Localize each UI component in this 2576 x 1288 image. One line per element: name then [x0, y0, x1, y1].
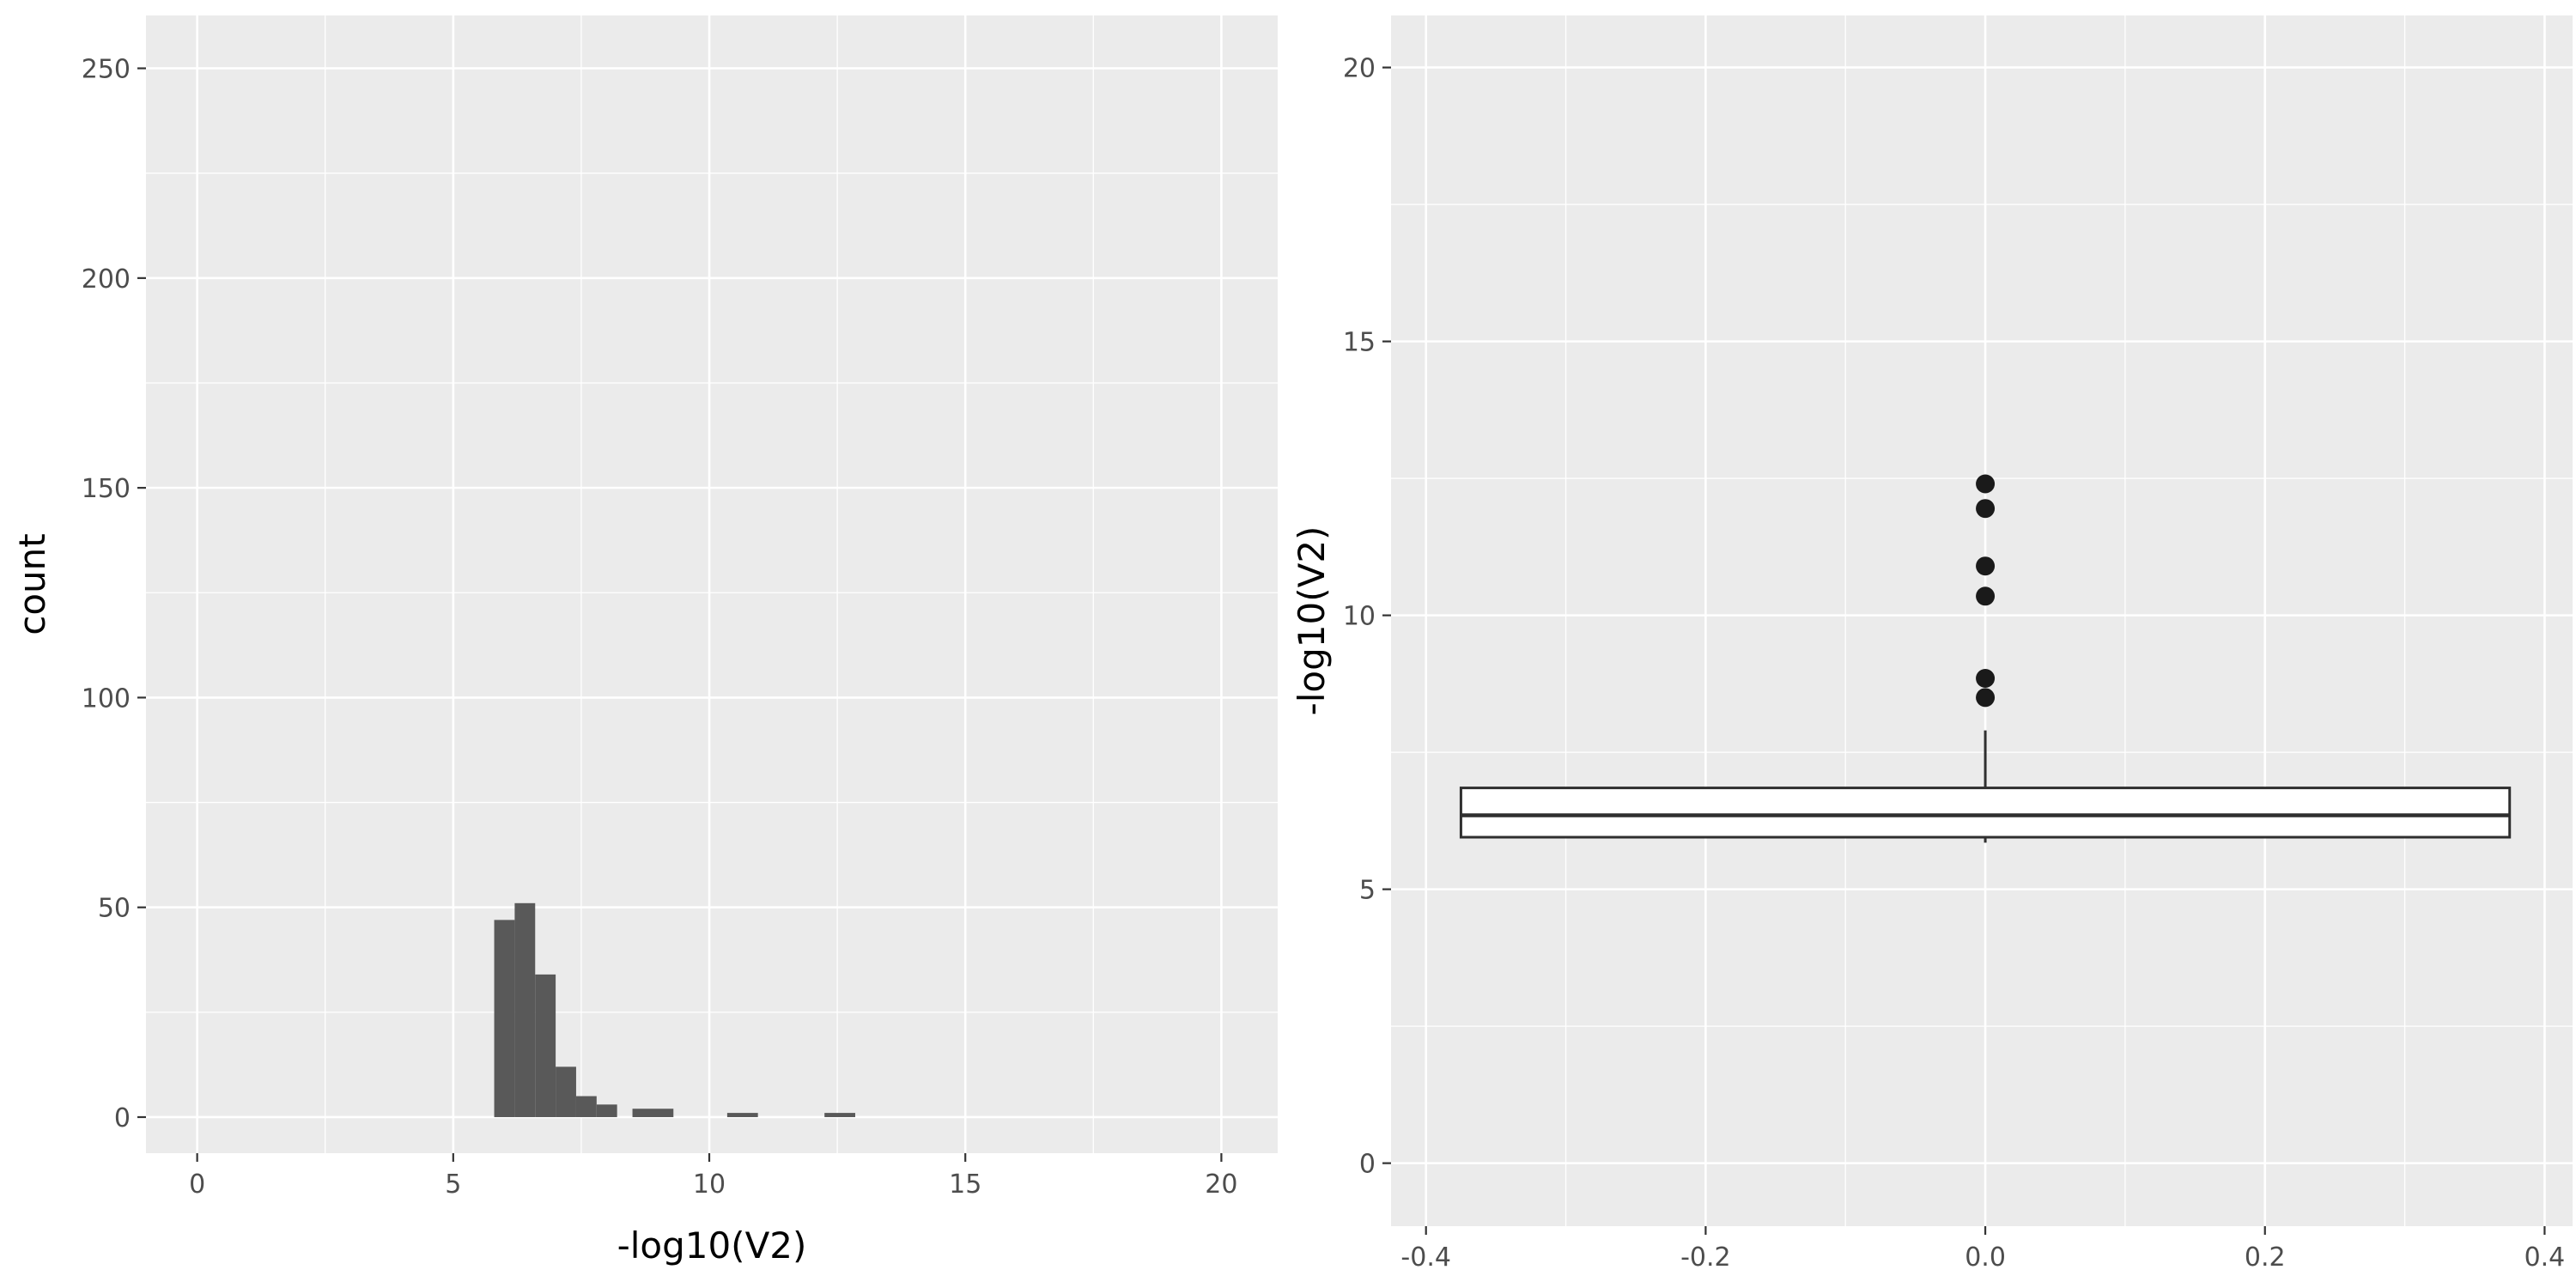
- x-tick-label: 0: [189, 1170, 205, 1200]
- y-tick-label: 20: [1343, 54, 1376, 84]
- plot-panel: [146, 15, 1278, 1153]
- y-tick-label: 200: [82, 264, 131, 295]
- y-tick-label: 5: [1359, 876, 1376, 906]
- histogram-bar: [494, 920, 515, 1117]
- x-tick-label: 0.0: [1965, 1242, 2006, 1273]
- y-tick-label: 100: [82, 683, 131, 714]
- y-axis-title: -log10(V2): [1291, 526, 1333, 716]
- histogram-bar: [514, 902, 536, 1117]
- outlier-point: [1976, 668, 1996, 688]
- y-tick-label: 150: [82, 474, 131, 504]
- y-tick-label: 15: [1343, 328, 1376, 358]
- box: [1459, 787, 2512, 839]
- y-tick-label: 0: [1359, 1150, 1376, 1180]
- x-tick-label: 10: [693, 1170, 726, 1200]
- histogram-bar: [726, 1113, 758, 1117]
- x-tick-label: 15: [949, 1170, 981, 1200]
- x-tick-label: 0.2: [2245, 1242, 2286, 1273]
- outlier-point: [1976, 688, 1996, 708]
- histogram-bar: [535, 974, 556, 1117]
- x-tick-label: 0.4: [2524, 1242, 2566, 1273]
- x-tick-label: -0.2: [1680, 1242, 1731, 1273]
- x-tick-label: 5: [445, 1170, 461, 1200]
- x-axis-title: -log10(V2): [617, 1224, 807, 1267]
- histogram-bar: [556, 1066, 576, 1117]
- histogram-bar: [596, 1104, 617, 1117]
- histogram-bar: [632, 1109, 674, 1117]
- plot-panel: [1391, 15, 2573, 1226]
- boxplot-chart: -0.4 -0.2 0.0 0.2 0.4 0 5 10 15 20 -log10(V2): [1285, 0, 2576, 1288]
- outlier-point: [1976, 586, 1996, 606]
- outlier-point: [1976, 474, 1996, 494]
- histogram-bar: [575, 1096, 597, 1117]
- outlier-point: [1976, 556, 1996, 576]
- y-tick-label: 250: [82, 55, 131, 85]
- y-tick-label: 0: [114, 1103, 131, 1133]
- histogram-chart: 0 5 10 15 20 0 50 100 150 200 250 -log10(V2) count: [0, 0, 1285, 1288]
- x-tick-label: -0.4: [1400, 1242, 1451, 1273]
- histogram-bar: [824, 1113, 855, 1117]
- y-axis-title: count: [11, 533, 53, 635]
- y-tick-label: 50: [98, 894, 131, 924]
- outlier-point: [1976, 499, 1996, 519]
- boxplot-svg: -0.4 -0.2 0.0 0.2 0.4 0 5 10 15 20 -log10(V2): [1291, 15, 2573, 1273]
- x-tick-label: 20: [1205, 1170, 1237, 1200]
- y-tick-label: 10: [1343, 602, 1376, 632]
